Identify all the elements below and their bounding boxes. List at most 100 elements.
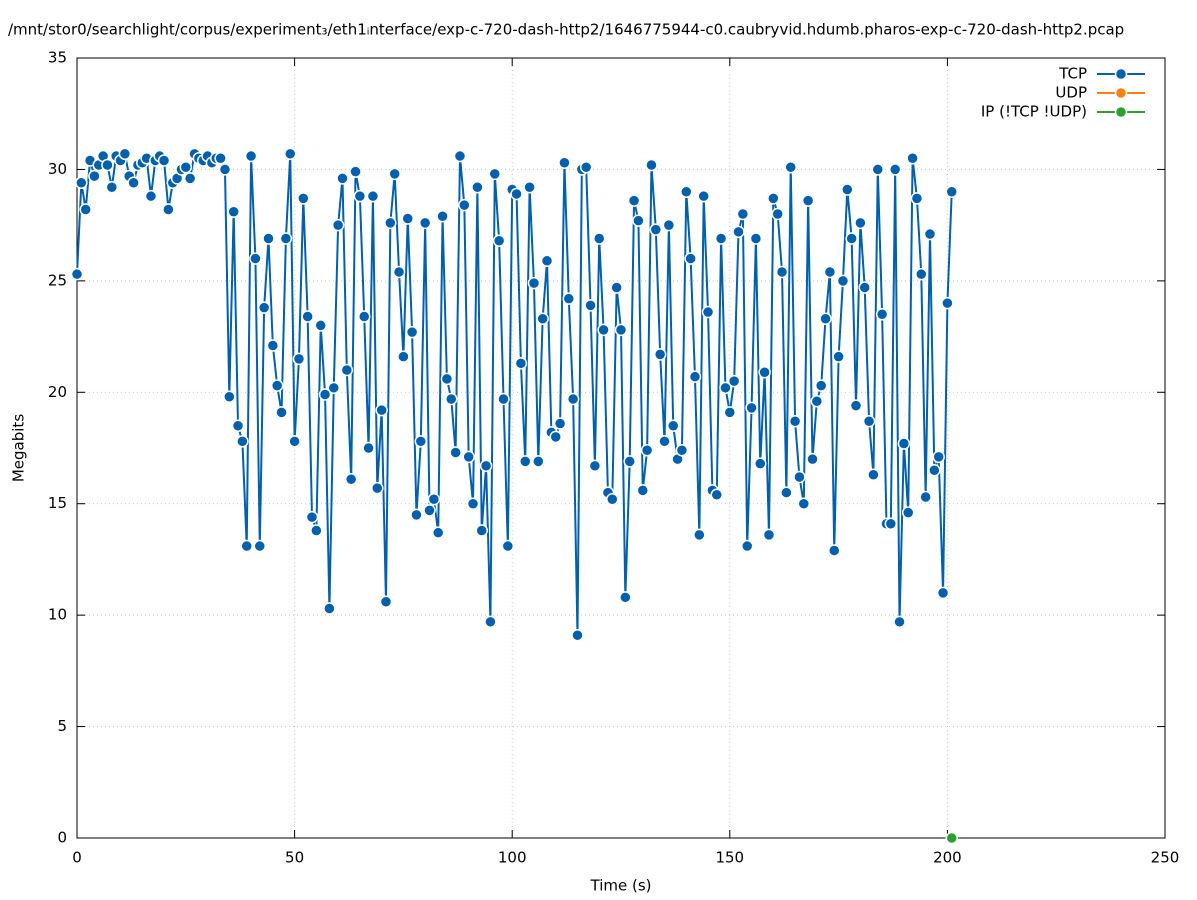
data-point (144, 189, 158, 203)
data-point (754, 457, 767, 470)
data-point (780, 486, 793, 499)
data-point (362, 441, 375, 455)
data-point (636, 484, 650, 497)
y-tick-label: 20 (48, 383, 67, 401)
data-point (897, 437, 911, 450)
data-point (127, 176, 140, 190)
data-point (810, 394, 824, 408)
data-point (928, 464, 941, 477)
data-point (527, 276, 541, 290)
data-point (488, 167, 502, 181)
data-point (923, 227, 937, 241)
x-tick-label: 100 (498, 849, 527, 867)
data-point (562, 292, 576, 305)
data-point (793, 470, 806, 484)
data-point (336, 172, 349, 185)
y-tick-label: 35 (48, 49, 67, 67)
data-point (836, 274, 850, 288)
data-point (901, 506, 915, 519)
data-point (479, 459, 493, 473)
data-point (714, 232, 728, 245)
data-point (449, 446, 462, 459)
data-point (357, 310, 371, 323)
data-point (244, 149, 258, 163)
data-point (819, 312, 832, 325)
data-point (858, 281, 871, 294)
data-point (514, 357, 528, 370)
data-point (662, 218, 676, 232)
data-point (919, 490, 932, 504)
data-point (915, 267, 928, 281)
data-point (366, 189, 380, 203)
legend-label: TCP (1058, 65, 1087, 83)
data-point (436, 209, 449, 223)
data-point (344, 472, 358, 486)
data-point (684, 252, 697, 265)
data-point (157, 154, 171, 167)
data-point (775, 265, 789, 279)
data-point (283, 147, 297, 161)
data-point (257, 301, 271, 314)
data-point (79, 203, 92, 216)
data-point (723, 406, 737, 419)
data-point (118, 147, 132, 161)
data-point (236, 435, 249, 448)
y-tick-label: 15 (48, 494, 67, 512)
data-point (823, 265, 837, 279)
data-point (510, 187, 523, 201)
data-point (632, 214, 645, 227)
data-point (767, 192, 780, 205)
data-point (736, 207, 750, 221)
y-tick-label: 0 (57, 829, 67, 847)
data-point (240, 539, 253, 553)
data-point (314, 319, 327, 332)
data-point (945, 831, 959, 845)
data-point (688, 370, 702, 383)
data-point (223, 390, 236, 403)
data-point (606, 493, 619, 506)
data-point (231, 419, 245, 432)
data-point (353, 189, 367, 203)
data-point (893, 615, 906, 629)
data-point (627, 194, 641, 207)
data-point (584, 299, 597, 312)
data-point (401, 212, 415, 225)
y-tick-label: 25 (48, 271, 67, 289)
data-point (558, 156, 571, 169)
data-point (532, 455, 545, 468)
data-point (388, 167, 401, 181)
data-point (553, 417, 567, 430)
data-point (423, 504, 436, 517)
data-point (910, 192, 924, 205)
data-point (579, 160, 593, 174)
data-point (841, 183, 854, 196)
data-point (183, 172, 197, 185)
data-point (862, 415, 876, 428)
data-point (710, 488, 723, 502)
data-point (392, 265, 406, 279)
data-point (888, 163, 902, 176)
series-line (76, 152, 953, 637)
data-point (218, 163, 232, 176)
data-point (854, 216, 867, 230)
x-axis-label: Time (s) (590, 877, 652, 895)
data-point (884, 517, 898, 531)
data-point (941, 296, 954, 310)
data-point (649, 223, 663, 236)
data-point (453, 149, 467, 163)
data-point (405, 325, 419, 339)
data-point (266, 339, 280, 352)
data-point (270, 379, 284, 392)
data-point (227, 205, 240, 219)
data-point (384, 216, 397, 230)
data-point (653, 348, 667, 361)
data-point (249, 252, 262, 265)
data-point (623, 455, 636, 468)
data-point (371, 481, 384, 495)
y-tick-label: 10 (48, 606, 67, 624)
data-point (571, 628, 584, 642)
data-point (318, 388, 332, 401)
data-point (288, 435, 301, 448)
data-point (349, 165, 362, 178)
